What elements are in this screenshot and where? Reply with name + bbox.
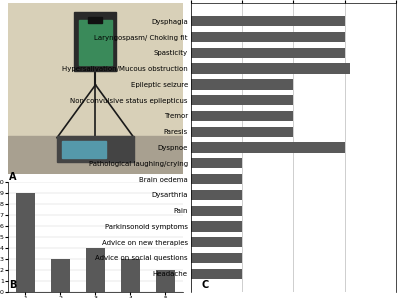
Bar [190, 253, 242, 263]
Bar [190, 206, 242, 216]
Bar [86, 248, 105, 292]
Bar [190, 190, 242, 200]
Text: B: B [9, 280, 16, 290]
Bar [190, 95, 293, 105]
Bar [190, 127, 293, 137]
Bar [51, 259, 70, 292]
Text: A: A [9, 172, 16, 182]
Bar [190, 237, 242, 247]
Bar [190, 111, 293, 121]
Bar [74, 12, 116, 71]
Bar [190, 174, 242, 184]
Bar [190, 63, 350, 74]
Bar [190, 16, 345, 27]
Bar [190, 48, 345, 58]
Text: C: C [202, 280, 209, 290]
Bar [190, 142, 345, 153]
Bar [190, 158, 242, 168]
Bar [62, 141, 106, 158]
Bar [79, 20, 112, 65]
Bar [16, 193, 35, 292]
Bar [190, 32, 345, 42]
Bar [156, 270, 175, 292]
Bar [190, 268, 242, 279]
Bar [121, 259, 140, 292]
Bar [190, 221, 242, 232]
Bar [190, 79, 293, 89]
Bar [88, 17, 102, 24]
Bar [57, 136, 134, 162]
Bar [8, 136, 183, 173]
